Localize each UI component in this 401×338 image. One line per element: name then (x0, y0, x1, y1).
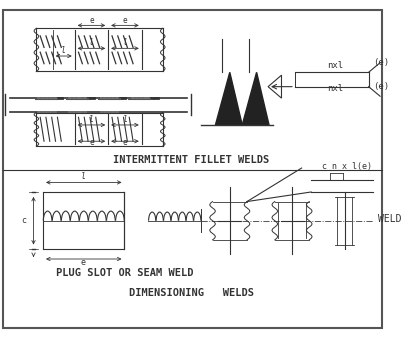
Text: nxl: nxl (326, 61, 342, 70)
Text: (e): (e) (373, 81, 389, 91)
Text: e: e (122, 138, 127, 147)
Text: l: l (61, 46, 65, 55)
Text: c: c (21, 216, 26, 225)
Text: PLUG SLOT OR SEAM WELD: PLUG SLOT OR SEAM WELD (56, 268, 193, 279)
Text: (e): (e) (373, 58, 389, 67)
Text: l: l (81, 172, 85, 180)
Text: l: l (122, 39, 127, 47)
Text: l: l (89, 115, 94, 124)
Text: e: e (89, 138, 93, 147)
Text: c: c (320, 162, 325, 171)
Text: e: e (122, 16, 127, 25)
Text: l: l (89, 39, 94, 47)
Text: DIMENSIONING   WELDS: DIMENSIONING WELDS (129, 288, 253, 297)
Text: WELD: WELD (377, 214, 401, 224)
Text: INTERMITTENT FILLET WELDS: INTERMITTENT FILLET WELDS (113, 155, 269, 165)
Text: n x l(e): n x l(e) (332, 162, 371, 171)
Text: nxl: nxl (326, 84, 342, 93)
Polygon shape (215, 72, 242, 125)
Text: e: e (89, 16, 93, 25)
Polygon shape (242, 72, 268, 125)
Text: l: l (122, 115, 127, 124)
Text: e: e (81, 258, 85, 267)
